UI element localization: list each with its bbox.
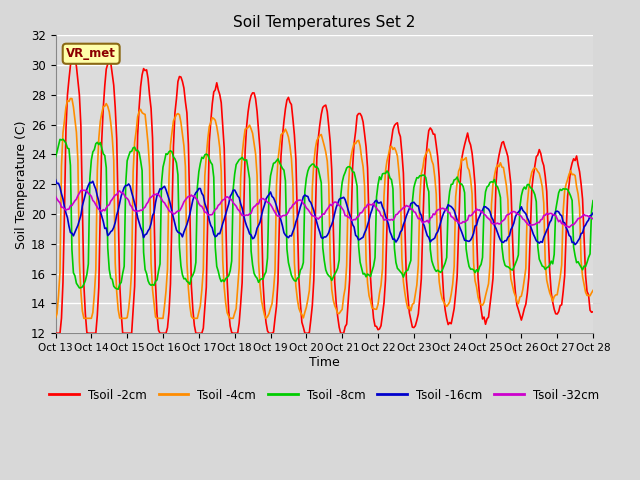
Title: Soil Temperatures Set 2: Soil Temperatures Set 2 bbox=[233, 15, 415, 30]
Y-axis label: Soil Temperature (C): Soil Temperature (C) bbox=[15, 120, 28, 249]
Tsoil -8cm bbox=[527, 185, 534, 191]
Tsoil -4cm bbox=[589, 288, 597, 293]
Tsoil -4cm bbox=[389, 146, 397, 152]
Line: Tsoil -32cm: Tsoil -32cm bbox=[56, 190, 593, 228]
Tsoil -32cm bbox=[377, 213, 385, 218]
Tsoil -8cm bbox=[155, 268, 163, 274]
Tsoil -32cm bbox=[67, 203, 74, 208]
Tsoil -2cm bbox=[389, 127, 397, 132]
Tsoil -32cm bbox=[589, 216, 597, 222]
Line: Tsoil -8cm: Tsoil -8cm bbox=[56, 139, 593, 289]
Tsoil -16cm bbox=[589, 210, 597, 216]
Tsoil -8cm bbox=[390, 246, 398, 252]
Tsoil -8cm bbox=[52, 155, 60, 160]
Tsoil -32cm bbox=[153, 191, 161, 197]
Tsoil -2cm bbox=[525, 275, 532, 280]
X-axis label: Time: Time bbox=[309, 356, 340, 369]
Tsoil -4cm bbox=[359, 164, 367, 169]
Tsoil -2cm bbox=[70, 48, 77, 53]
Line: Tsoil -2cm: Tsoil -2cm bbox=[56, 50, 593, 333]
Tsoil -16cm bbox=[67, 229, 74, 235]
Tsoil -4cm bbox=[153, 315, 161, 321]
Tsoil -32cm bbox=[525, 222, 532, 228]
Line: Tsoil -16cm: Tsoil -16cm bbox=[56, 180, 593, 244]
Tsoil -8cm bbox=[115, 287, 122, 292]
Tsoil -8cm bbox=[68, 247, 76, 252]
Tsoil -8cm bbox=[59, 136, 67, 142]
Legend: Tsoil -2cm, Tsoil -4cm, Tsoil -8cm, Tsoil -16cm, Tsoil -32cm: Tsoil -2cm, Tsoil -4cm, Tsoil -8cm, Tsoi… bbox=[44, 384, 604, 406]
Tsoil -32cm bbox=[79, 187, 86, 193]
Tsoil -2cm bbox=[153, 312, 161, 317]
Tsoil -2cm bbox=[359, 119, 367, 125]
Tsoil -32cm bbox=[565, 225, 573, 230]
Tsoil -4cm bbox=[67, 96, 74, 101]
Tsoil -2cm bbox=[52, 330, 60, 336]
Tsoil -32cm bbox=[52, 193, 60, 199]
Tsoil -4cm bbox=[52, 315, 60, 321]
Tsoil -2cm bbox=[589, 309, 597, 315]
Tsoil -16cm bbox=[152, 200, 159, 205]
Tsoil -4cm bbox=[377, 282, 385, 288]
Tsoil -4cm bbox=[525, 185, 532, 191]
Tsoil -4cm bbox=[68, 96, 76, 101]
Tsoil -16cm bbox=[524, 215, 531, 221]
Tsoil -8cm bbox=[379, 171, 387, 177]
Text: VR_met: VR_met bbox=[67, 47, 116, 60]
Tsoil -2cm bbox=[67, 63, 74, 69]
Tsoil -8cm bbox=[361, 271, 369, 276]
Tsoil -2cm bbox=[377, 323, 385, 329]
Tsoil -16cm bbox=[388, 232, 396, 238]
Tsoil -32cm bbox=[359, 208, 367, 214]
Tsoil -16cm bbox=[358, 235, 365, 241]
Tsoil -16cm bbox=[376, 200, 383, 206]
Tsoil -16cm bbox=[572, 241, 579, 247]
Tsoil -32cm bbox=[389, 217, 397, 223]
Line: Tsoil -4cm: Tsoil -4cm bbox=[56, 98, 593, 318]
Tsoil -16cm bbox=[52, 177, 60, 182]
Tsoil -8cm bbox=[589, 198, 597, 204]
